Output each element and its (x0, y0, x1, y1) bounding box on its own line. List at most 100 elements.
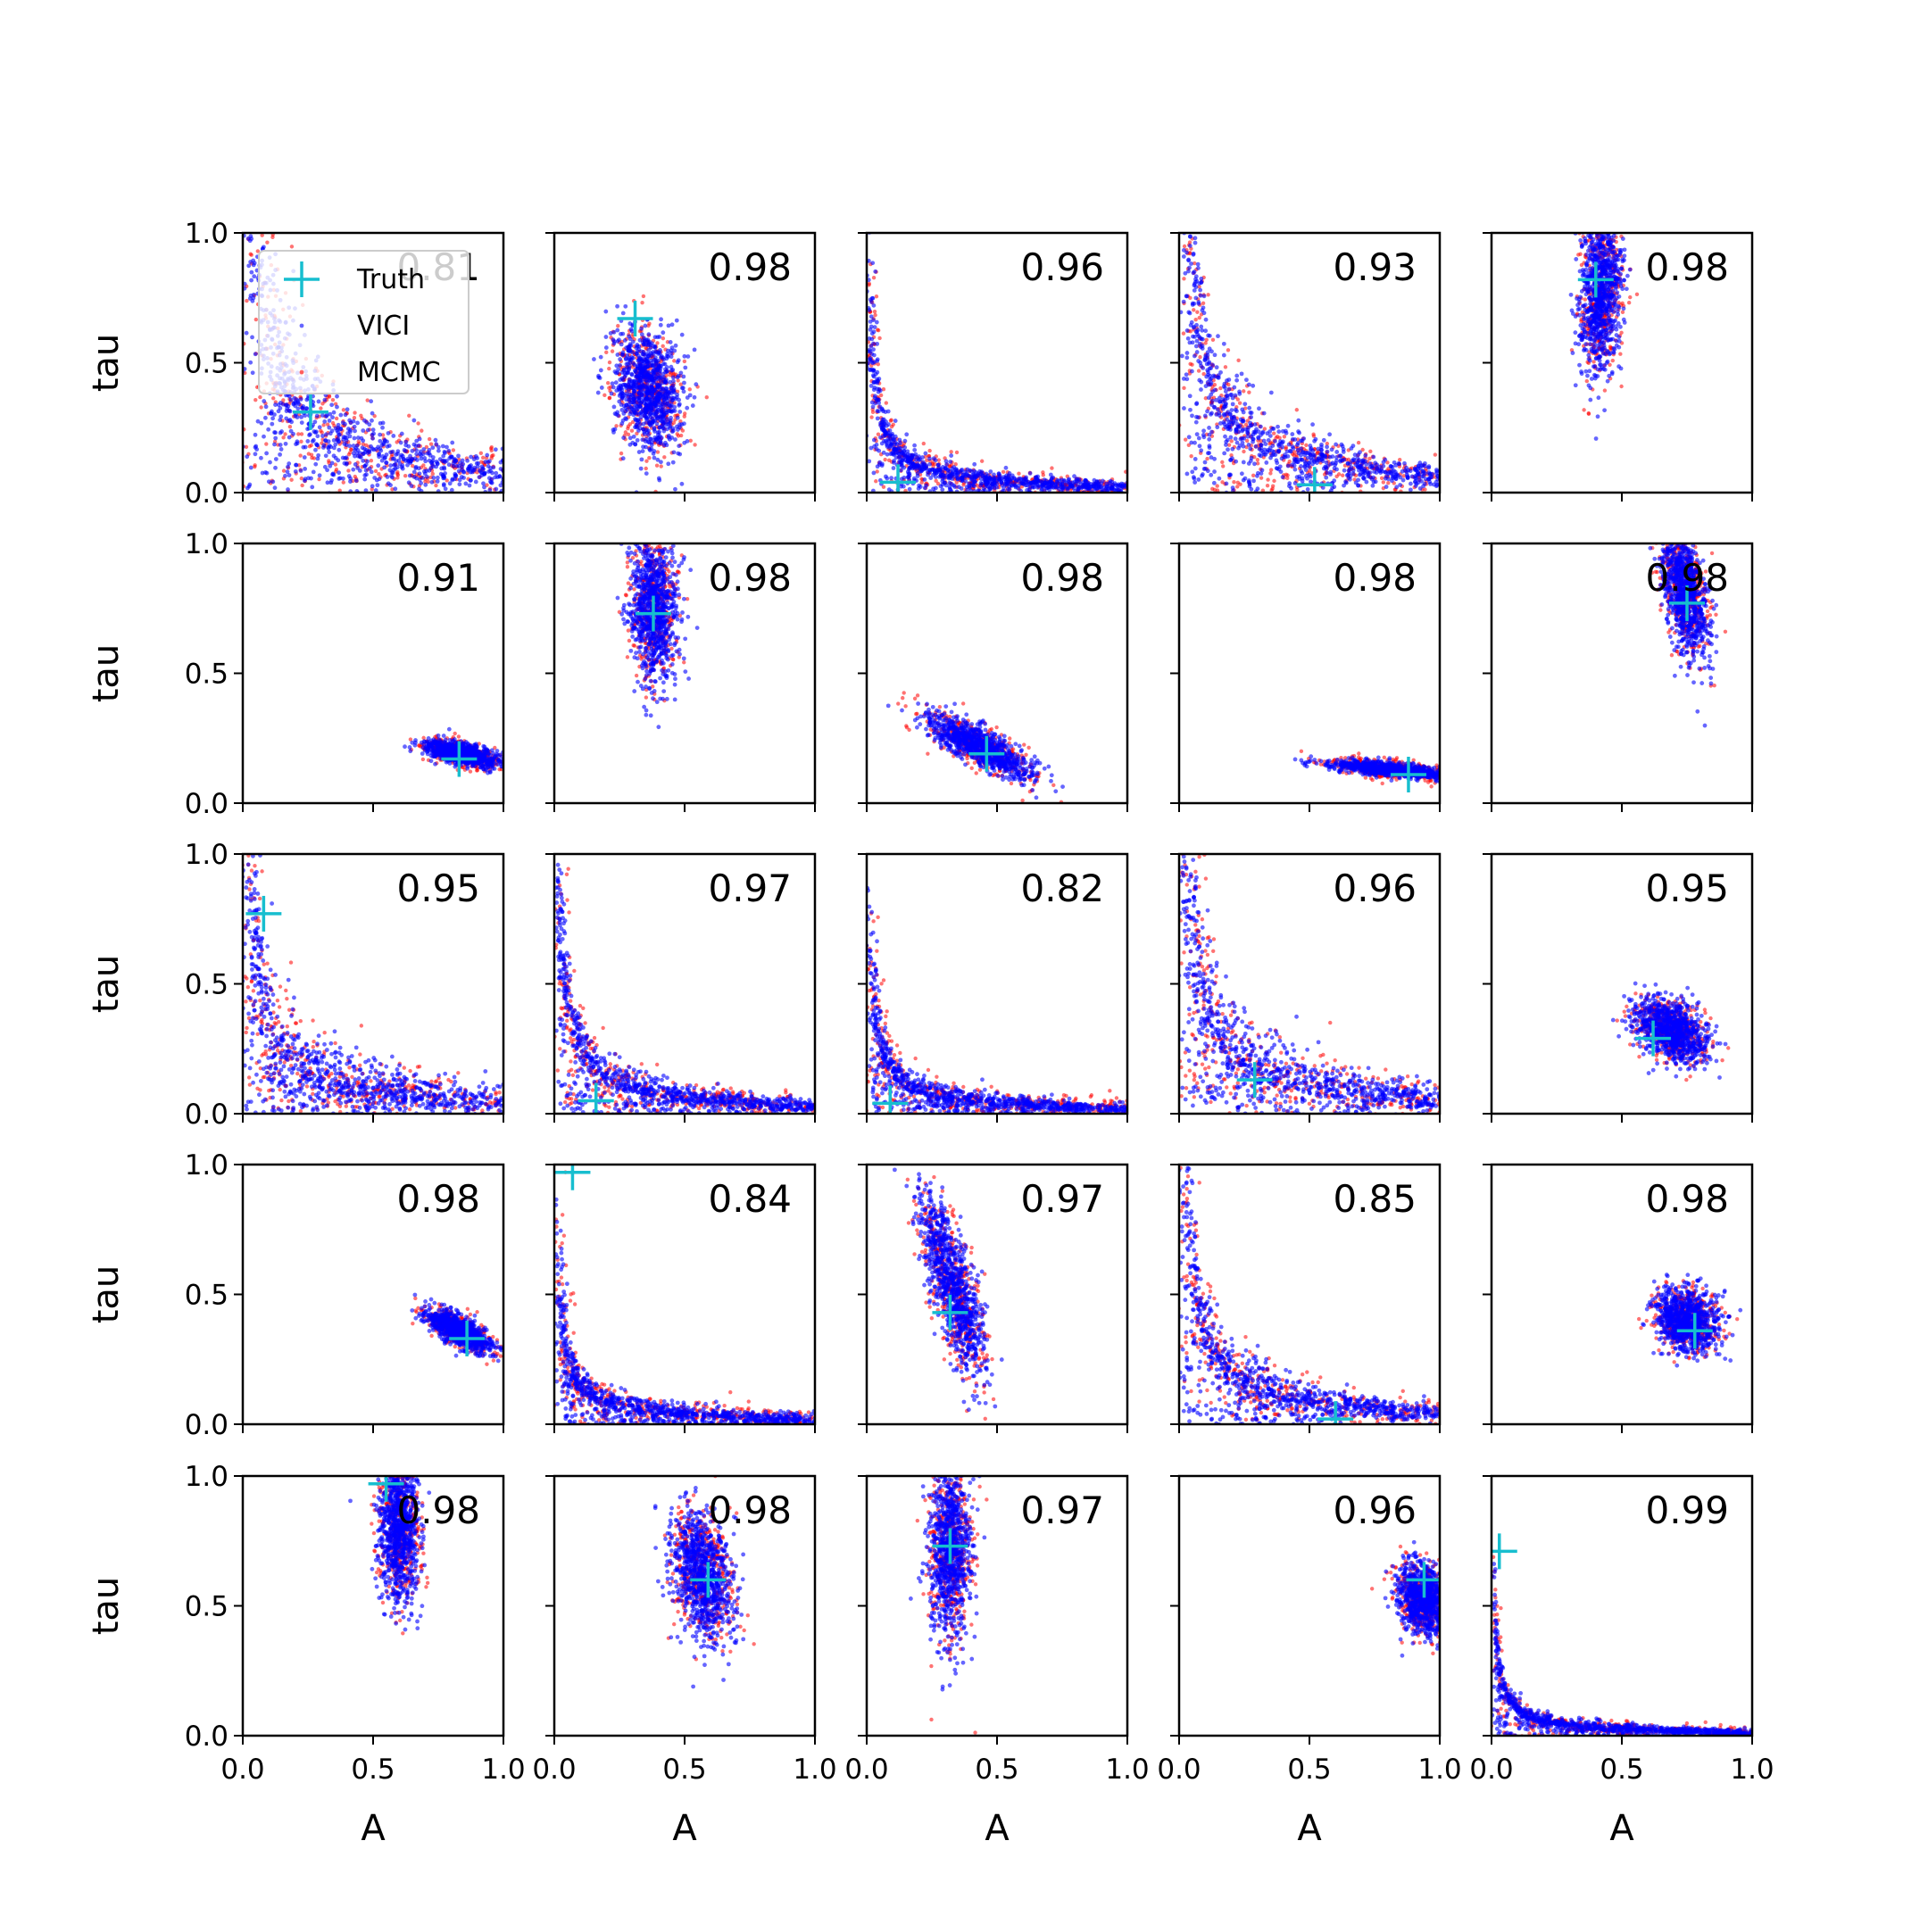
vici-point (988, 469, 993, 474)
vici-point (304, 398, 309, 402)
mcmc-point (1195, 311, 1199, 314)
vici-point (887, 434, 892, 438)
vici-point (1193, 241, 1198, 245)
vici-point (448, 502, 453, 506)
vici-point (371, 432, 376, 436)
vici-point (868, 358, 873, 362)
vici-point (681, 386, 686, 390)
mcmc-point (263, 61, 267, 64)
vici-point (376, 463, 380, 468)
mcmc-point (1182, 386, 1185, 390)
vici-point (940, 487, 944, 492)
vici-point (286, 487, 290, 492)
vici-point (596, 391, 601, 395)
vici-point (948, 485, 952, 489)
vici-point (1232, 415, 1236, 419)
vici-point (295, 439, 299, 444)
vici-point (677, 398, 681, 402)
vici-point (870, 261, 875, 265)
vici-point (626, 408, 630, 412)
vici-point (327, 450, 331, 454)
mcmc-point (426, 509, 429, 512)
vici-point (362, 464, 367, 468)
vici-point (694, 382, 698, 386)
vici-point (304, 406, 309, 410)
vici-point (414, 439, 419, 444)
vici-point (1309, 479, 1313, 484)
mcmc-point (308, 444, 312, 448)
mcmc-point (262, 217, 266, 220)
vici-point (506, 464, 511, 468)
vici-point (628, 336, 633, 341)
vici-point (1196, 477, 1201, 482)
vici-point (436, 449, 441, 453)
vici-point (1310, 422, 1315, 427)
vici-point (1212, 457, 1217, 461)
mcmc-point (608, 396, 611, 400)
vici-point (619, 408, 624, 412)
vici-point (681, 375, 686, 379)
vici-point (1188, 187, 1193, 192)
vici-point (1217, 396, 1222, 401)
vici-point (236, 104, 240, 109)
vici-point (888, 452, 893, 456)
vici-point (669, 416, 673, 420)
mcmc-point (1380, 477, 1384, 480)
vici-point (1247, 443, 1251, 447)
vici-point (353, 425, 357, 429)
vici-point (896, 446, 901, 451)
vici-point (912, 444, 917, 448)
vici-point (910, 461, 915, 466)
vici-point (1442, 468, 1447, 473)
vici-point (428, 453, 433, 458)
vici-point (634, 370, 638, 375)
mcmc-point (251, 120, 254, 124)
vici-point (1184, 203, 1189, 207)
mcmc-point (244, 200, 247, 203)
vici-point (680, 333, 685, 337)
mcmc-point (1184, 437, 1187, 441)
vici-point (348, 477, 353, 481)
mcmc-point (328, 394, 331, 398)
vici-point (1297, 475, 1301, 479)
vici-point (1269, 391, 1274, 395)
vici-point (1371, 455, 1375, 460)
vici-point (262, 173, 267, 178)
vici-point (666, 419, 670, 424)
vici-point (611, 342, 616, 346)
vici-point (1442, 479, 1447, 484)
vici-point (252, 262, 256, 267)
vici-point (1409, 482, 1413, 486)
vici-point (259, 205, 263, 210)
mcmc-point (412, 500, 416, 503)
mcmc-point (1386, 481, 1390, 485)
vici-point (644, 406, 648, 410)
vici-point (1426, 464, 1431, 468)
vici-point (1234, 374, 1239, 378)
vici-point (603, 310, 608, 314)
vici-point (676, 416, 680, 420)
vici-point (1184, 140, 1189, 145)
mcmc-point (1182, 331, 1185, 335)
vici-point (1020, 480, 1025, 485)
vici-point (652, 438, 656, 443)
vici-point (1067, 485, 1071, 490)
vici-point (448, 481, 453, 485)
vici-point (270, 422, 274, 427)
mcmc-point (1182, 277, 1185, 280)
vici-point (251, 259, 255, 263)
vici-point (1129, 482, 1134, 486)
mcmc-point (416, 421, 420, 425)
vici-point (353, 462, 358, 467)
vici-point (620, 377, 625, 382)
vici-point (903, 455, 908, 460)
vici-point (413, 466, 418, 470)
vici-point (1209, 473, 1213, 477)
vici-point (315, 434, 320, 438)
vici-point (885, 444, 890, 449)
vici-point (869, 325, 874, 329)
vici-point (659, 317, 663, 321)
mcmc-point (327, 459, 330, 462)
mcmc-point (1283, 435, 1286, 438)
vici-point (1223, 382, 1227, 386)
